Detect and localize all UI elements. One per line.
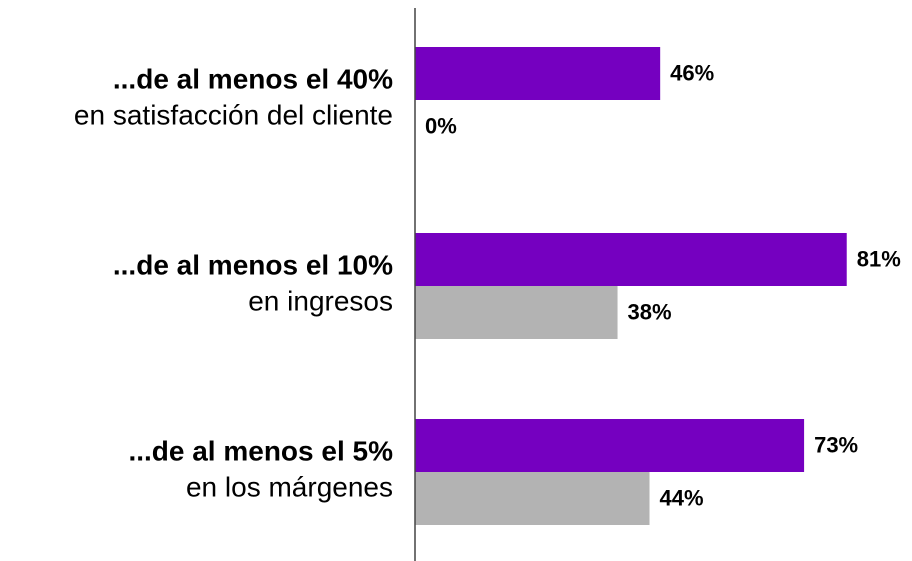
bar [415, 233, 847, 286]
category-subtitle: en ingresos [248, 285, 393, 316]
category-label: ...de al menos el 10% [113, 249, 393, 280]
bar [415, 472, 650, 525]
category-label: ...de al menos el 40% [113, 63, 393, 94]
value-label: 46% [670, 60, 714, 85]
bar [415, 419, 805, 472]
category-label: ...de al menos el 5% [128, 435, 393, 466]
value-label: 44% [660, 485, 704, 510]
bar [415, 47, 661, 100]
value-label: 73% [814, 432, 858, 457]
value-label: 38% [628, 299, 672, 324]
bar [415, 286, 618, 339]
value-label: 0% [425, 113, 457, 138]
value-label: 81% [857, 246, 901, 271]
category-subtitle: en los márgenes [186, 471, 393, 502]
category-subtitle: en satisfacción del cliente [74, 99, 393, 130]
